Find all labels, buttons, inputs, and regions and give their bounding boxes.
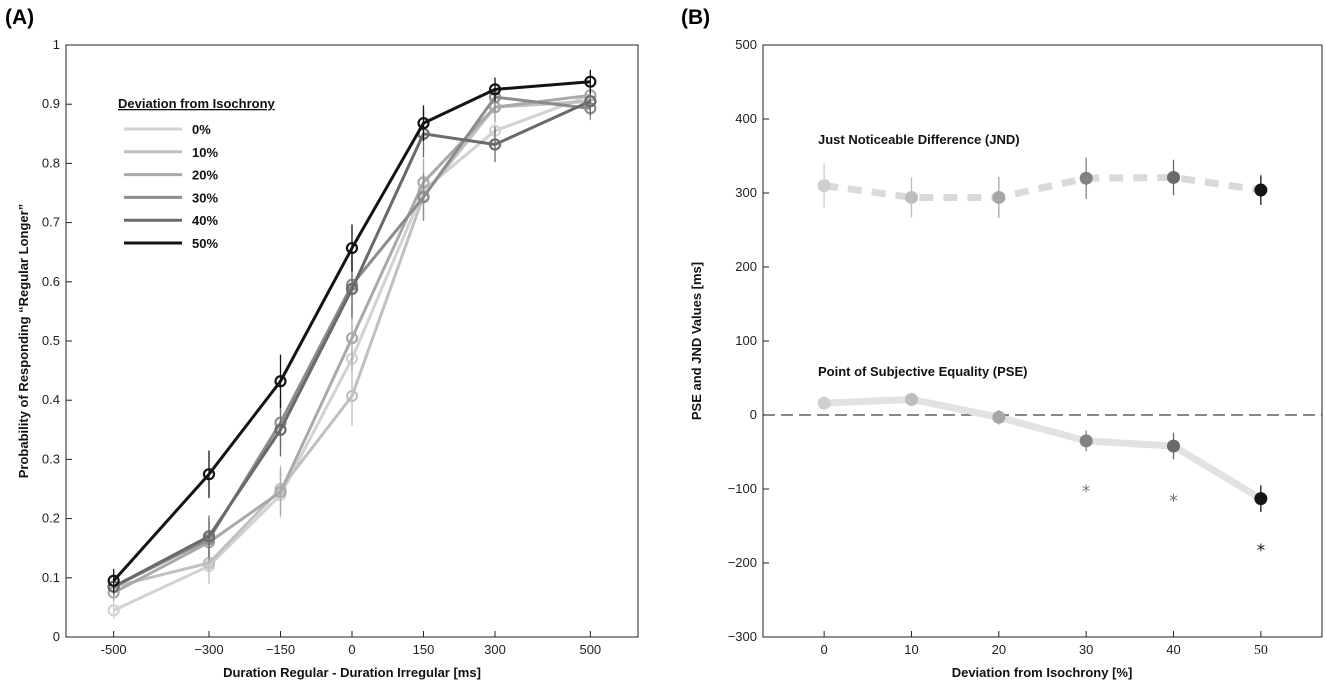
data-point (1254, 492, 1268, 506)
x-tick-label: −150 (266, 642, 295, 657)
x-tick-label: 0 (821, 642, 828, 657)
data-point (992, 190, 1006, 204)
series-line (112, 99, 591, 589)
significance-star: * (1257, 541, 1266, 561)
series-line (112, 80, 591, 582)
data-point (345, 241, 359, 255)
x-tick-label: 300 (484, 642, 506, 657)
data-point (274, 423, 287, 436)
data-point (202, 530, 216, 543)
y-tick-label: 500 (735, 37, 757, 52)
y-tick-label: 0.3 (42, 451, 60, 466)
data-point (274, 485, 287, 499)
series-line (823, 173, 1262, 201)
y-tick-label: 0.6 (42, 274, 60, 289)
y-tick-label: 0.9 (42, 96, 60, 111)
y-tick-label: 0.7 (42, 215, 60, 230)
x-tick-label: 0 (348, 642, 355, 657)
series-pse (817, 392, 1268, 512)
significance-star: * (1169, 492, 1178, 512)
y-tick-label: 0.8 (42, 155, 60, 170)
data-point (488, 138, 502, 151)
data-point (417, 191, 430, 204)
series-50pct (107, 69, 597, 593)
x-tick-label: 20 (992, 642, 1006, 657)
significance-star: * (1082, 482, 1091, 502)
y-tick-label: 100 (735, 333, 757, 348)
legend-entry: 50% (192, 236, 218, 251)
pse-series-label: Point of Subjective Equality (PSE) (818, 364, 1027, 379)
legend-entry: 20% (192, 168, 218, 183)
legend-entry: 10% (192, 145, 218, 160)
data-point (904, 190, 918, 204)
x-tick-label: -500 (101, 642, 127, 657)
data-point (345, 331, 359, 345)
panel-b-series (817, 157, 1268, 512)
data-point (417, 117, 430, 130)
panel-b-y-axis-label: PSE and JND Values [ms] (689, 262, 704, 420)
y-tick-label: 0.1 (42, 570, 60, 585)
data-point (107, 604, 120, 617)
panel-b-label: (B) (681, 6, 710, 29)
data-point (202, 468, 216, 481)
y-tick-label: 0 (53, 629, 60, 644)
data-point (107, 574, 120, 587)
panel-a-x-ticks: -500 −300 −150 0 150 300 500 (101, 631, 601, 657)
panel-b-y-ticks: −300 −200 −100 0 100 200 300 400 500 (728, 37, 769, 644)
data-point (1254, 183, 1268, 197)
panel-a: (A) 0 0.1 0.2 0.3 0.4 0.5 0.6 0.7 0.8 0.9 1 -500 −3… (5, 6, 639, 680)
data-point (992, 410, 1006, 424)
series-line (823, 395, 1263, 502)
panel-b: (B) −300 −200 −100 0 100 200 300 400 500 0 10 20 30… (681, 6, 1323, 680)
panel-a-label: (A) (5, 6, 34, 29)
data-point (345, 389, 359, 403)
data-point (1167, 170, 1181, 184)
x-tick-label: 10 (904, 642, 918, 657)
x-tick-label: 40 (1166, 642, 1180, 657)
data-point (345, 282, 359, 296)
y-tick-label: −100 (728, 481, 757, 496)
series-jnd (817, 157, 1268, 219)
data-point (904, 392, 918, 406)
y-tick-label: 0.2 (42, 511, 60, 526)
x-tick-label: 50 (1254, 643, 1268, 658)
panel-b-x-ticks: 0 10 20 30 40 50 (821, 631, 1268, 658)
y-tick-label: 1 (53, 37, 60, 52)
panel-a-x-axis-label: Duration Regular - Duration Irregular [m… (223, 665, 481, 680)
series-20pct (107, 83, 597, 602)
y-tick-label: 0.4 (42, 392, 60, 407)
legend-entry: 30% (192, 190, 218, 205)
panel-a-y-axis-label: Probability of Responding “Regular Longe… (16, 204, 31, 478)
x-tick-label: −300 (194, 642, 223, 657)
y-tick-label: −300 (728, 629, 757, 644)
y-tick-label: 300 (735, 185, 757, 200)
legend-title: Deviation from Isochrony (118, 96, 276, 111)
data-point (274, 375, 287, 388)
data-point (488, 83, 502, 96)
data-point (584, 75, 597, 88)
data-point (817, 179, 831, 193)
jnd-series-label: Just Noticeable Difference (JND) (818, 132, 1020, 147)
x-tick-label: 30 (1079, 642, 1093, 657)
panel-b-x-axis-label: Deviation from Isochrony [%] (952, 665, 1133, 680)
data-point (584, 95, 597, 108)
legend-entry: 40% (192, 213, 218, 228)
data-point (1167, 439, 1181, 453)
panel-a-legend: Deviation from Isochrony 0% 10% 20% 30% 40% 5… (118, 96, 276, 251)
y-tick-label: 0.5 (42, 333, 60, 348)
y-tick-label: 400 (735, 111, 757, 126)
data-point (817, 396, 831, 410)
y-tick-label: 200 (735, 259, 757, 274)
x-tick-label: 500 (579, 642, 601, 657)
legend-entry: 0% (192, 122, 211, 137)
y-tick-label: 0 (750, 407, 757, 422)
significance-markers: * * * (1082, 482, 1265, 561)
data-point (1079, 171, 1093, 185)
panel-a-series (107, 69, 597, 620)
data-point (1079, 434, 1093, 448)
panel-a-y-ticks: 0 0.1 0.2 0.3 0.4 0.5 0.6 0.7 0.8 0.9 1 (42, 37, 72, 644)
y-tick-label: −200 (728, 555, 757, 570)
x-tick-label: 150 (413, 642, 435, 657)
